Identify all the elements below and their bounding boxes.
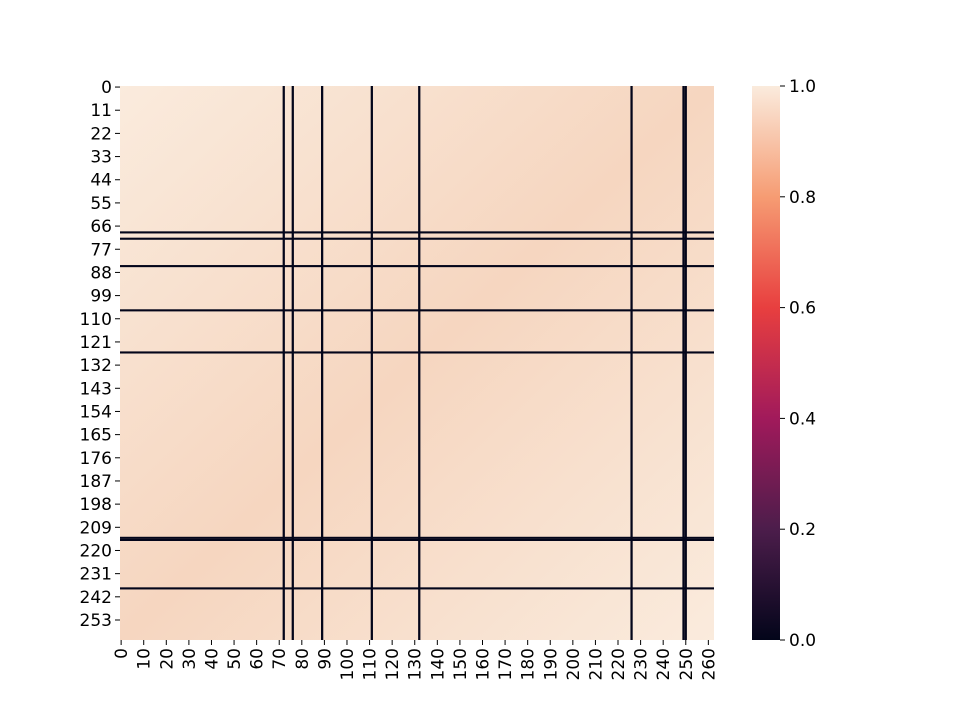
x-tick-label: 0 xyxy=(112,648,132,659)
dark-row-line xyxy=(120,538,714,541)
colorbar-scale xyxy=(752,86,780,640)
y-tick-label: 132 xyxy=(80,356,112,376)
y-tick-label: 154 xyxy=(80,402,112,422)
dark-column-line xyxy=(291,86,294,640)
colorbar-tick-label: 0.4 xyxy=(789,409,816,429)
x-tick-label: 40 xyxy=(202,648,222,670)
x-tick-label: 230 xyxy=(632,648,652,680)
dark-column-line xyxy=(682,86,685,640)
y-tick-label: 198 xyxy=(80,495,112,515)
x-tick-label: 10 xyxy=(135,648,155,670)
x-tick-label: 240 xyxy=(654,648,674,680)
y-tick-label: 231 xyxy=(80,565,112,585)
x-tick-label: 160 xyxy=(474,648,494,680)
x-tick-label: 140 xyxy=(428,648,448,680)
dark-row-line xyxy=(120,265,714,268)
heatmap-plot-area xyxy=(120,86,714,640)
x-tick-label: 60 xyxy=(248,648,268,670)
colorbar-ticks: 0.0 0.2 0.4 0.6 0.8 1.0 xyxy=(780,77,816,651)
x-tick-label: 180 xyxy=(519,648,539,680)
x-tick-label: 150 xyxy=(451,648,471,680)
y-tick-label: 55 xyxy=(90,194,112,214)
colorbar-tick-label: 1.0 xyxy=(789,77,816,97)
dark-column-line xyxy=(418,86,421,640)
y-tick-label: 66 xyxy=(90,217,112,237)
x-tick-label: 220 xyxy=(609,648,629,680)
x-tick-label: 250 xyxy=(677,648,697,680)
x-tick-label: 260 xyxy=(699,648,719,680)
y-tick-label: 77 xyxy=(90,240,112,260)
dark-column-line xyxy=(370,86,373,640)
dark-column-line xyxy=(321,86,324,640)
x-tick-label: 170 xyxy=(496,648,516,680)
y-tick-label: 0 xyxy=(101,78,112,98)
dark-row-line xyxy=(120,351,714,354)
dark-column-line xyxy=(282,86,285,640)
x-tick-label: 70 xyxy=(270,648,290,670)
x-tick-label: 110 xyxy=(361,648,381,680)
y-tick-label: 11 xyxy=(90,101,112,121)
x-tick-label: 20 xyxy=(157,648,177,670)
colorbar-tick-label: 0.2 xyxy=(789,520,816,540)
dark-row-line xyxy=(120,536,714,539)
y-tick-label: 176 xyxy=(80,449,112,469)
heatmap-cells xyxy=(120,86,714,640)
dark-row-line xyxy=(120,309,714,312)
y-tick-label: 44 xyxy=(90,171,112,191)
x-tick-label: 50 xyxy=(225,648,245,670)
y-tick-label: 253 xyxy=(80,611,112,631)
dark-row-line xyxy=(120,587,714,590)
y-tick-label: 187 xyxy=(80,472,112,492)
y-tick-label: 220 xyxy=(80,541,112,561)
x-tick-label: 30 xyxy=(180,648,200,670)
x-tick-label: 90 xyxy=(315,648,335,670)
x-tick-label: 200 xyxy=(564,648,584,680)
colorbar-tick-label: 0.0 xyxy=(789,631,816,651)
y-tick-label: 110 xyxy=(80,310,112,330)
y-tick-label: 22 xyxy=(90,124,112,144)
x-tick-label: 190 xyxy=(541,648,561,680)
x-tick-label: 100 xyxy=(338,648,358,680)
dark-row-line xyxy=(120,237,714,240)
y-tick-label: 242 xyxy=(80,588,112,608)
x-tick-label: 130 xyxy=(406,648,426,680)
y-tick-label: 99 xyxy=(90,287,112,307)
y-axis: 0 11 22 33 44 55 66 77 88 99 110 121 132 143 154 165 176… xyxy=(80,78,120,631)
y-tick-label: 209 xyxy=(80,518,112,538)
colorbar: 0.0 0.2 0.4 0.6 0.8 1.0 xyxy=(752,77,816,651)
x-axis: 0 10 20 30 40 50 60 70 80 90 100 110 120 130 140 150 160… xyxy=(112,640,719,680)
colorbar-tick-label: 0.6 xyxy=(789,299,816,319)
dark-column-line xyxy=(684,86,687,640)
x-tick-label: 80 xyxy=(293,648,313,670)
y-tick-label: 143 xyxy=(80,379,112,399)
heatmap-dark-lines xyxy=(120,86,714,640)
x-tick-label: 120 xyxy=(383,648,403,680)
y-tick-label: 88 xyxy=(90,263,112,283)
y-tick-label: 121 xyxy=(80,333,112,353)
dark-row-line xyxy=(120,231,714,234)
colorbar-tick-label: 0.8 xyxy=(789,188,816,208)
x-tick-label: 210 xyxy=(586,648,606,680)
y-tick-label: 165 xyxy=(80,426,112,446)
dark-column-line xyxy=(630,86,633,640)
y-tick-label: 33 xyxy=(90,148,112,168)
